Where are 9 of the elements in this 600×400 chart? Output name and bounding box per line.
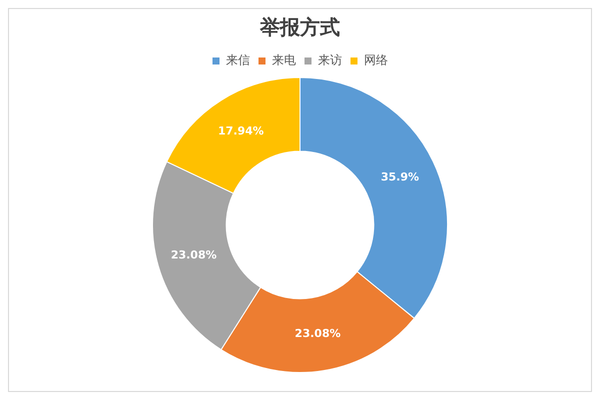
data-label: 17.94%	[218, 124, 264, 138]
legend-label: 来电	[272, 53, 296, 68]
legend-label: 网络	[364, 53, 388, 68]
data-label: 23.08%	[170, 248, 217, 262]
legend-label: 来信	[226, 53, 250, 68]
chart-title: 举报方式	[259, 15, 340, 40]
legend-label: 来访	[318, 53, 342, 68]
data-label: 35.9%	[380, 170, 420, 184]
data-label: 23.08%	[294, 327, 341, 340]
